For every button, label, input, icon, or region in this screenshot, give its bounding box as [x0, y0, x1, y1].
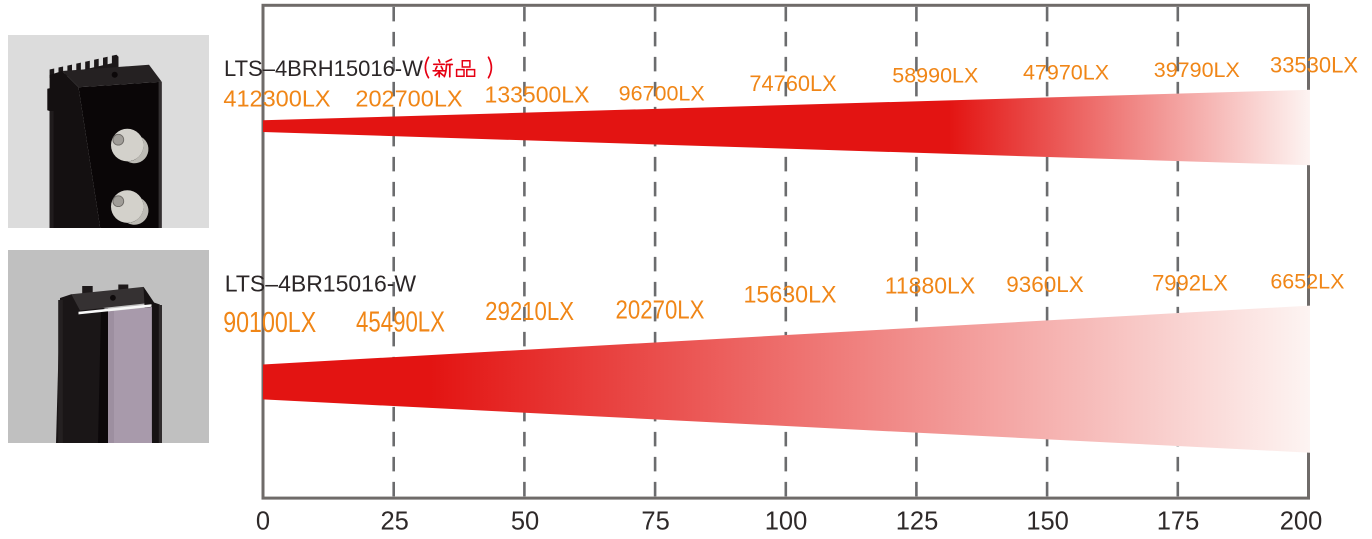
svg-text:175: 175: [1157, 508, 1200, 536]
svg-text:11880LX: 11880LX: [885, 272, 975, 298]
svg-text:29210LX: 29210LX: [485, 296, 574, 326]
svg-text:58990LX: 58990LX: [892, 63, 978, 87]
svg-text:96700LX: 96700LX: [619, 82, 705, 106]
svg-text:412300LX: 412300LX: [223, 86, 330, 112]
svg-text:202700LX: 202700LX: [355, 86, 462, 112]
svg-text:50: 50: [511, 508, 539, 536]
svg-text:125: 125: [896, 508, 939, 536]
svg-text:45490LX: 45490LX: [356, 307, 445, 339]
svg-text:90100LX: 90100LX: [223, 307, 316, 339]
svg-text:9360LX: 9360LX: [1006, 272, 1084, 297]
svg-text:39790LX: 39790LX: [1154, 58, 1240, 82]
svg-text:0: 0: [256, 508, 270, 536]
svg-text:6652LX: 6652LX: [1270, 270, 1344, 294]
svg-text:47970LX: 47970LX: [1023, 60, 1109, 84]
svg-text:20270LX: 20270LX: [616, 295, 705, 325]
svg-text:25: 25: [381, 508, 409, 536]
svg-text:75: 75: [641, 508, 669, 536]
svg-text:74760LX: 74760LX: [749, 71, 837, 96]
svg-text:100: 100: [765, 508, 808, 536]
svg-text:33530LX: 33530LX: [1270, 52, 1358, 77]
svg-text:15630LX: 15630LX: [744, 282, 837, 309]
svg-text:133500LX: 133500LX: [485, 81, 590, 107]
svg-text:LTS–4BR15016-W: LTS–4BR15016-W: [225, 270, 417, 296]
svg-text:7992LX: 7992LX: [1152, 271, 1228, 296]
svg-text:150: 150: [1026, 508, 1069, 536]
svg-text:200: 200: [1280, 508, 1323, 536]
svg-text:LTS–4BRH15016-W: LTS–4BRH15016-W: [224, 56, 423, 81]
